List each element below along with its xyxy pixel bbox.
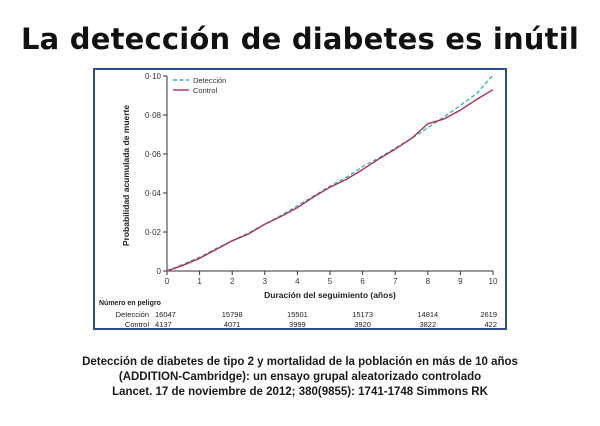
line-chart: 0 0·02 0·04 0·06 0·08 0·10 0 1 2 3 4 5 6 7 8 9 10 Duració…: [99, 72, 498, 328]
risk-table: Número en peligro Detección 16047 15798 1550…: [99, 300, 497, 328]
x-tick-label: 2: [230, 277, 235, 286]
x-tick-label: 4: [295, 277, 300, 286]
caption-line-2: (ADDITION-Cambridge): un ensayo grupal a…: [118, 371, 482, 383]
chart-figure: 0 0·02 0·04 0·06 0·08 0·10 0 1 2 3 4 5 6 7 8 9 10 Duració…: [93, 68, 507, 330]
x-tick-label: 3: [263, 277, 268, 286]
risk-value: 16047: [155, 310, 176, 319]
x-tick-label: 10: [489, 277, 498, 286]
page-title: La detección de diabetes es inútil: [21, 22, 579, 56]
series-line-deteccin: [166, 74, 494, 272]
x-axis-label: Duración del seguimiento (años): [264, 290, 396, 300]
x-tick-label: 8: [426, 277, 431, 286]
risk-value: 14814: [417, 310, 438, 319]
risk-value: 4137: [155, 320, 172, 328]
x-tick-label: 9: [458, 277, 463, 286]
axes: 0 0·02 0·04 0·06 0·08 0·10 0 1 2 3 4 5 6 7 8 9 10 Duració…: [121, 72, 498, 300]
y-tick-label: 0·06: [145, 150, 162, 159]
risk-value: 3822: [419, 320, 436, 328]
x-tick-label: 5: [328, 277, 333, 286]
y-tick-label: 0: [157, 267, 162, 276]
caption: Detección de diabetes de tipo 2 y mortal…: [0, 355, 600, 400]
risk-value: 4071: [224, 320, 241, 328]
risk-value: 15501: [287, 310, 308, 319]
x-tick-label: 7: [393, 277, 398, 286]
risk-value: 422: [484, 320, 497, 328]
y-tick-label: 0·08: [145, 111, 162, 120]
series-line-control: [166, 89, 494, 272]
risk-value: 2619: [480, 310, 497, 319]
legend-entry: Detección: [193, 76, 226, 85]
risk-value: 15173: [352, 310, 373, 319]
risk-value: 3920: [354, 320, 371, 328]
x-tick-label: 6: [360, 277, 365, 286]
y-tick-label: 0·10: [145, 72, 162, 81]
caption-line-3: Lancet. 17 de noviembre de 2012; 380(985…: [112, 386, 488, 398]
x-tick-label: 0: [165, 277, 170, 286]
legend-entry: Control: [193, 86, 218, 95]
risk-value: 15798: [222, 310, 243, 319]
risk-row-label: Detección: [116, 310, 149, 319]
y-tick-label: 0·02: [145, 228, 162, 237]
caption-line-1: Detección de diabetes de tipo 2 y mortal…: [82, 356, 518, 368]
y-axis-label: Probabilidad acumulada de muerte: [121, 105, 131, 247]
risk-row-label: Control: [125, 320, 150, 328]
risk-table-title: Número en peligro: [99, 300, 161, 307]
x-tick-label: 1: [197, 277, 202, 286]
series-lines: [166, 74, 494, 272]
y-tick-label: 0·04: [145, 189, 162, 198]
risk-value: 3999: [289, 320, 306, 328]
